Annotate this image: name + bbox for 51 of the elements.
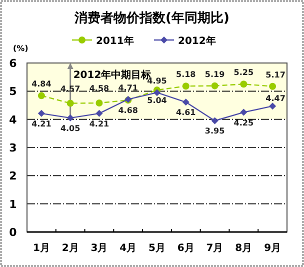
- data-label: 4.61: [176, 108, 196, 118]
- chart-title: 消费者物价指数(年同期比): [74, 11, 230, 26]
- data-label: 3.95: [204, 126, 226, 136]
- data-label: 4.21: [32, 119, 52, 128]
- point: [269, 82, 276, 90]
- point: [240, 108, 248, 116]
- y-axis-title: (%): [13, 44, 28, 53]
- point: [154, 89, 160, 96]
- point: [211, 117, 218, 124]
- legend-label: 2011年: [96, 35, 134, 47]
- x-tick-label: 1月: [32, 243, 50, 254]
- x-tick-label: 2月: [62, 243, 79, 254]
- data-label: 4.47: [266, 94, 286, 104]
- legend-label: 2012年: [178, 35, 216, 47]
- x-tick-label: 3月: [90, 243, 108, 254]
- data-label: 4.21: [89, 119, 110, 128]
- point: [96, 99, 103, 106]
- data-label: 4.68: [118, 106, 138, 116]
- point: [269, 102, 276, 110]
- y-tick-label: 1: [9, 198, 17, 211]
- point: [38, 92, 45, 100]
- point: [66, 114, 74, 122]
- data-label: 4.57: [60, 84, 80, 94]
- data-label: 5.18: [176, 70, 196, 80]
- y-tick-label: 2: [9, 170, 17, 183]
- point: [182, 98, 190, 106]
- data-label: 4.05: [60, 124, 81, 133]
- data-label: 5.19: [204, 70, 226, 79]
- point: [38, 110, 45, 117]
- point: [96, 110, 103, 117]
- point: [240, 80, 248, 88]
- data-label: 4.25: [234, 118, 254, 128]
- x-tick-label: 7月: [206, 243, 224, 254]
- y-tick-label: 3: [9, 142, 17, 154]
- point: [211, 82, 218, 90]
- data-label: 4.71: [118, 83, 138, 92]
- y-tick-label: 5: [9, 85, 17, 98]
- x-tick-label: 8月: [235, 243, 252, 254]
- point: [182, 82, 190, 90]
- x-tick-label: 4月: [120, 243, 137, 254]
- point: [66, 100, 74, 107]
- data-label: 5.25: [234, 68, 254, 78]
- y-tick-label: 6: [9, 57, 18, 70]
- x-tick-label: 9月: [264, 243, 282, 254]
- data-label: 5.17: [266, 70, 286, 80]
- data-label: 5.04: [147, 96, 168, 106]
- y-tick-label: 4: [9, 113, 18, 126]
- y-tick-label: 0: [9, 226, 18, 239]
- data-label: 4.84: [32, 80, 52, 89]
- x-tick-label: 5月: [148, 243, 166, 254]
- x-tick-label: 6月: [177, 243, 194, 254]
